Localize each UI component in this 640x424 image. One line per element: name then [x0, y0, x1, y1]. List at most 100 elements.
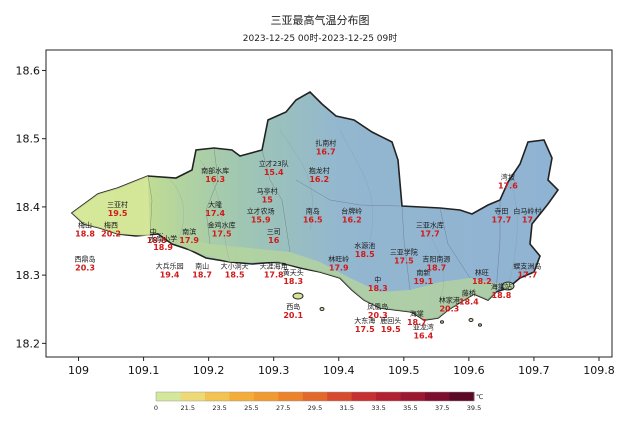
station-name: 藤桥 [462, 289, 476, 298]
station-temperature: 17.7 [420, 229, 440, 238]
station-name: 海棠站 [491, 282, 512, 291]
station-temperature: 16 [268, 236, 280, 245]
y-axis: 18.6 18.5 18.4 18.3 18.2 [16, 64, 46, 350]
x-tick-label: 109.8 [583, 364, 615, 377]
x-tick-label: 109.5 [388, 364, 420, 377]
station-temperature: 17.9 [179, 236, 199, 245]
station-name: 立才23队 [259, 159, 289, 168]
map-title: 三亚最高气温分布图 [271, 13, 370, 27]
x-tick-label: 109.4 [323, 364, 355, 377]
station-temperature: 18.7 [407, 318, 427, 327]
station-name: 海棠 [410, 309, 424, 318]
legend-color-swatch [376, 392, 402, 401]
x-tick-label: 109.2 [193, 364, 225, 377]
station-name: 水源池 [354, 241, 375, 250]
station-temperature: 17.4 [205, 209, 225, 218]
station-name: 天涯海角 [260, 261, 288, 270]
map-subtitle: 2023-12-25 00时-2023-12-25 09时 [243, 32, 397, 44]
station-temperature: 15.4 [264, 168, 284, 177]
legend-color-swatch [180, 392, 206, 401]
east-island [501, 281, 515, 291]
station-name: 三亚水库 [416, 220, 444, 229]
station-temperature: 17.5 [394, 257, 414, 266]
west-island [292, 292, 304, 300]
station-name: 吉阳南源 [422, 254, 450, 263]
station-temperature: 20.1 [283, 311, 303, 320]
station-temperature: 17.6 [498, 182, 518, 191]
station-temperature: 20.3 [368, 311, 388, 320]
station-temperature: 18.4 [459, 298, 479, 307]
legend-color-swatch [229, 392, 255, 401]
station-name: 鹿回头 [380, 316, 401, 325]
temperature-legend: 0 21.5 23.5 25.5 27.5 29.5 31.5 33.5 35.5 37.5 39.… [154, 391, 483, 412]
station-name: 扎南村 [315, 139, 336, 148]
station-temperature: 18.5 [355, 250, 375, 259]
station-temperature: 15.9 [251, 216, 271, 225]
legend-label: 25.5 [244, 404, 258, 412]
islet-4 [440, 320, 444, 324]
station-name: 大隆 [208, 200, 222, 209]
station-name: 三亚村 [107, 200, 128, 209]
station-temperature: 20.2 [101, 229, 121, 238]
station-name: 金鸡水库 [208, 220, 236, 229]
station-name: 林旺 [475, 268, 489, 277]
station-name: 大兵乐园 [156, 261, 184, 270]
x-tick-label: 109 [68, 364, 89, 377]
south-coast-band [160, 234, 500, 320]
x-tick-label: 109.6 [453, 364, 485, 377]
station-name: 梅西 [104, 220, 118, 229]
legend-color-swatch [156, 392, 181, 401]
legend-color-swatch [351, 392, 377, 401]
station-name: 寺田 [494, 208, 508, 216]
station-name: 西鼎岛 [75, 254, 96, 263]
islet-2 [468, 318, 474, 322]
legend-label: 37.5 [435, 404, 449, 412]
legend-color-swatch [278, 392, 304, 401]
station-temperature: 16.5 [303, 216, 323, 225]
legend-label: 21.5 [181, 404, 195, 412]
station-name: 南山 [195, 261, 209, 270]
district-boundaries [147, 147, 501, 293]
station-name: 西岛 [286, 302, 300, 311]
station-temperature: 17 [522, 216, 533, 225]
x-axis: 109 109.1 109.2 109.3 109.4 109.5 109.6 109.7 10… [68, 357, 615, 377]
station-temperature: 17.5 [355, 325, 375, 334]
station-name: 白马岭村 [513, 207, 541, 216]
station-name: 三亚学院 [390, 248, 418, 257]
station-temperature: 18.8 [147, 236, 167, 245]
legend-frame [155, 391, 475, 402]
station-temperature: 18.3 [283, 277, 303, 286]
station-temperature: 18.3 [368, 284, 388, 293]
station-marker: 中18.3 [368, 275, 388, 293]
station-name: 南部水库 [201, 166, 229, 175]
station-temperature: 19.5 [108, 209, 128, 218]
station-temperature: 18.5 [225, 270, 245, 279]
y-tick-label: 18.6 [16, 64, 41, 77]
station-temperature: 17.7 [518, 270, 538, 279]
station-name: 南岛 [306, 207, 320, 216]
station-name: 蜈支洲岛 [513, 261, 541, 270]
